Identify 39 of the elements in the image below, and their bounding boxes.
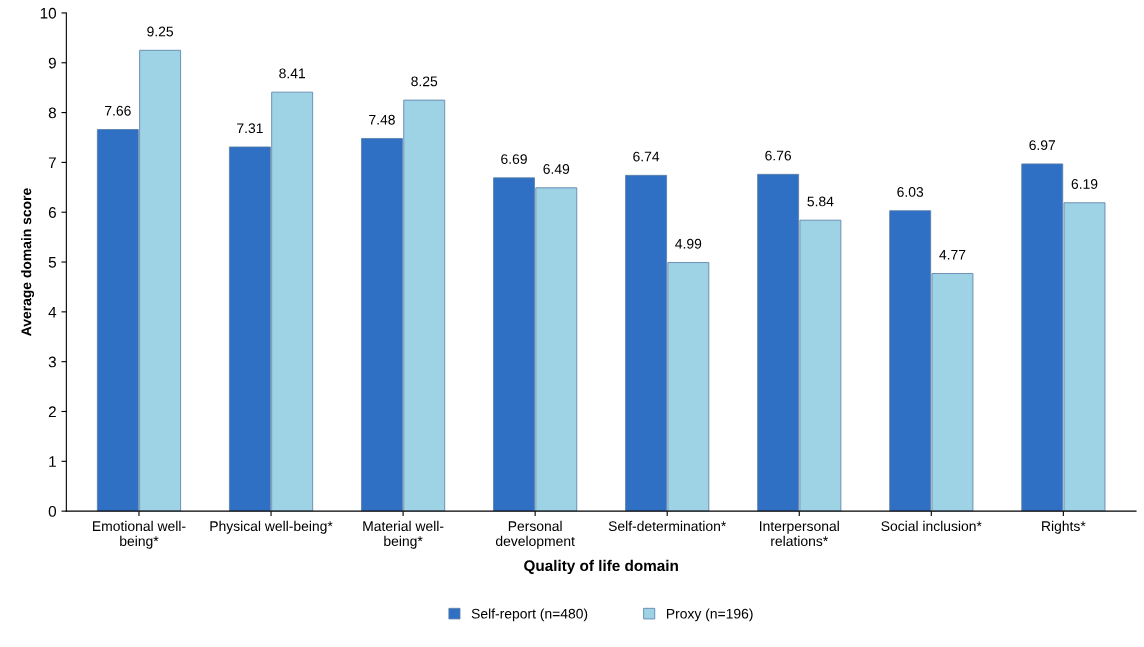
- x-axis-title: Quality of life domain: [524, 559, 678, 575]
- data-label: 6.97: [1029, 140, 1056, 151]
- data-label: 6.19: [1071, 179, 1098, 189]
- data-label: 8.25: [411, 76, 438, 87]
- y-axis-title: Average domain score: [21, 188, 35, 336]
- y-tick-label: 4: [48, 306, 57, 318]
- data-label: 6.74: [633, 151, 660, 162]
- y-tick-label: 9: [48, 57, 56, 69]
- x-tick-label: Social inclusion*: [881, 520, 982, 532]
- data-label: 7.66: [105, 105, 131, 116]
- x-tick-label: Self-determination*: [608, 520, 727, 532]
- x-tick-label: Material well- being*: [363, 520, 444, 549]
- y-tick-label: 1: [49, 456, 56, 467]
- data-label: 4.99: [675, 238, 702, 249]
- y-tick-label: 0: [48, 506, 57, 517]
- x-tick-label: Rights*: [1042, 520, 1086, 534]
- y-tick-label: 10: [40, 7, 57, 19]
- data-label: 8.41: [279, 68, 305, 79]
- y-tick-label: 5: [48, 257, 56, 268]
- y-tick-label: 6: [48, 207, 56, 218]
- legend-label: Proxy (n=196): [666, 608, 753, 622]
- x-tick-label: Emotional well- being*: [93, 520, 186, 549]
- x-tick-label: Interpersonal relations*: [760, 520, 839, 547]
- data-label: 5.84: [807, 196, 834, 207]
- data-label: 6.03: [897, 187, 924, 197]
- y-tick-label: 3: [48, 356, 56, 368]
- data-label: 6.69: [501, 154, 527, 164]
- data-label: 7.48: [369, 114, 395, 125]
- data-label: 7.31: [237, 123, 263, 134]
- data-label: 6.49: [543, 164, 570, 174]
- data-label: 9.25: [147, 26, 174, 37]
- data-label: 6.76: [765, 150, 792, 161]
- x-tick-label: Physical well-being*: [210, 520, 333, 534]
- y-tick-label: 2: [48, 406, 56, 418]
- legend-label: Self-report (n=480): [471, 608, 588, 622]
- y-tick-label: 7: [48, 157, 56, 168]
- x-tick-label: Personal development: [495, 520, 575, 549]
- data-label: 4.77: [939, 249, 966, 260]
- y-tick-label: 8: [48, 107, 56, 119]
